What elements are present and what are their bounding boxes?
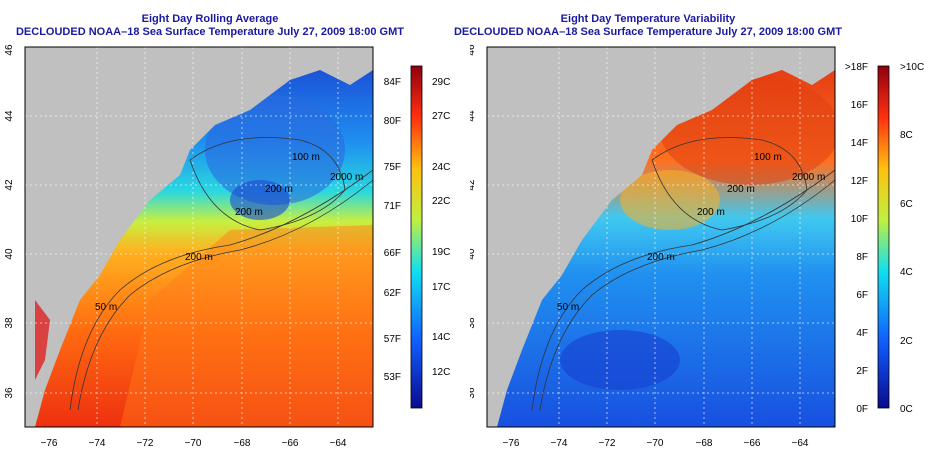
colorbar-f-label: 4F	[856, 328, 868, 339]
colorbar-c-label: 0C	[900, 404, 913, 415]
y-tick-label: 38	[470, 317, 477, 329]
colorbar-f-label: 16F	[851, 100, 868, 111]
y-tick-label: 42	[4, 179, 15, 191]
contour-label: 200 m	[697, 207, 725, 218]
right-y-axis: 36 38 40 42 44 46	[470, 44, 477, 399]
colorbar-c-label: 29C	[432, 77, 450, 88]
left-panel: Eight Day Rolling Average DECLOUDED NOAA…	[0, 0, 470, 475]
right-contour-labels: 100 m 200 m 200 m 2000 m 200 m 50 m	[557, 152, 825, 313]
colorbar-c-label: 27C	[432, 111, 450, 122]
colorbar-c-label: 6C	[900, 199, 913, 210]
contour-label: 50 m	[95, 302, 117, 313]
y-tick-label: 40	[470, 248, 477, 260]
colorbar-c-label: 24C	[432, 162, 450, 173]
contour-label: 200 m	[727, 184, 755, 195]
colorbar-f-label: 14F	[851, 138, 868, 149]
x-tick-label: −66	[744, 438, 761, 449]
left-contours	[69, 137, 374, 411]
land-mass	[25, 47, 373, 427]
left-grid	[25, 47, 373, 427]
right-colorbar-c-labels: 0C 2C 4C 6C 8C >10C	[900, 62, 924, 415]
right-map-figure: 100 m 200 m 200 m 2000 m 200 m 50 m −76 …	[470, 44, 924, 449]
colorbar-c-label: 22C	[432, 196, 450, 207]
y-tick-label: 36	[4, 387, 15, 399]
left-contour-labels: 100 m 200 m 200 m 2000 m 200 m 50 m	[95, 152, 363, 313]
colorbar-c-label: 4C	[900, 267, 913, 278]
x-tick-label: −72	[137, 438, 154, 449]
x-tick-label: −68	[234, 438, 251, 449]
left-map-area	[25, 47, 373, 427]
colorbar-f-label: 53F	[384, 372, 401, 383]
right-map-area	[487, 47, 835, 427]
left-subtitle: DECLOUDED NOAA–18 Sea Surface Temperatur…	[15, 26, 404, 38]
contour-label: 200 m	[235, 207, 263, 218]
colorbar-f-label: 80F	[384, 116, 401, 127]
right-contours	[531, 137, 836, 411]
colorbar-f-label: 71F	[384, 201, 401, 212]
x-tick-label: −64	[330, 438, 347, 449]
colorbar-f-label: 84F	[384, 77, 401, 88]
contour-label: 200 m	[647, 252, 675, 263]
y-tick-label: 46	[4, 44, 15, 56]
y-tick-label: 40	[4, 248, 15, 260]
right-panel: Eight Day Temperature Variability DECLOU…	[454, 0, 950, 475]
colorbar-f-label: 75F	[384, 162, 401, 173]
y-tick-label: 38	[4, 317, 15, 329]
colorbar-c-label: 19C	[432, 247, 450, 258]
x-tick-label: −70	[647, 438, 664, 449]
y-tick-label: 44	[470, 110, 477, 122]
left-title: Eight Day Rolling Average	[141, 13, 279, 25]
colorbar-c-label: 2C	[900, 336, 913, 347]
contour-label: 2000 m	[330, 172, 363, 183]
colorbar-f-label: 62F	[384, 288, 401, 299]
right-colorbar-f-labels: 0F 2F 4F 6F 8F 10F 12F 14F 16F >18F	[845, 62, 868, 415]
colorbar-f-label: 8F	[856, 252, 868, 263]
x-tick-label: −66	[282, 438, 299, 449]
contour-label: 2000 m	[792, 172, 825, 183]
y-tick-label: 46	[470, 44, 477, 56]
colorbar-c-label: 14C	[432, 332, 450, 343]
contour-label: 200 m	[265, 184, 293, 195]
colorbar-c-label: 12C	[432, 367, 450, 378]
colorbar-f-label: >18F	[845, 62, 868, 73]
x-tick-label: −70	[185, 438, 202, 449]
x-tick-label: −76	[41, 438, 58, 449]
left-colorbar	[410, 65, 423, 409]
colorbar-c-label: 8C	[900, 130, 913, 141]
contour-label: 50 m	[557, 302, 579, 313]
right-colorbar	[877, 65, 890, 409]
right-grid	[487, 47, 835, 427]
colorbar-f-label: 6F	[856, 290, 868, 301]
x-tick-label: −74	[551, 438, 568, 449]
colorbar-f-label: 12F	[851, 176, 868, 187]
x-tick-label: −76	[503, 438, 520, 449]
left-y-axis: 36 38 40 42 44 46	[4, 44, 15, 399]
x-tick-label: −68	[696, 438, 713, 449]
colorbar-f-label: 2F	[856, 366, 868, 377]
contour-label: 100 m	[754, 152, 782, 163]
right-subtitle: DECLOUDED NOAA–18 Sea Surface Temperatur…	[453, 26, 842, 38]
colorbar-f-label: 0F	[856, 404, 868, 415]
contour-label: 200 m	[185, 252, 213, 263]
left-x-axis: −76 −74 −72 −70 −68 −66 −64	[41, 438, 347, 449]
colorbar-f-label: 10F	[851, 214, 868, 225]
left-map-figure: 100 m 200 m 200 m 2000 m 200 m 50 m −76 …	[4, 44, 450, 449]
colorbar-f-label: 66F	[384, 248, 401, 259]
x-tick-label: −74	[89, 438, 106, 449]
x-tick-label: −72	[599, 438, 616, 449]
contour-label: 100 m	[292, 152, 320, 163]
y-tick-label: 36	[470, 387, 477, 399]
left-colorbar-f-labels: 53F 57F 62F 66F 71F 75F 80F 84F	[384, 77, 401, 383]
y-tick-label: 42	[470, 179, 477, 191]
colorbar-c-label: 17C	[432, 282, 450, 293]
left-colorbar-c-labels: 12C 14C 17C 19C 22C 24C 27C 29C	[432, 77, 450, 378]
right-title: Eight Day Temperature Variability	[560, 13, 736, 25]
colorbar-c-label: >10C	[900, 62, 924, 73]
y-tick-label: 44	[4, 110, 15, 122]
right-x-axis: −76 −74 −72 −70 −68 −66 −64	[503, 438, 809, 449]
colorbar-f-label: 57F	[384, 334, 401, 345]
x-tick-label: −64	[792, 438, 809, 449]
